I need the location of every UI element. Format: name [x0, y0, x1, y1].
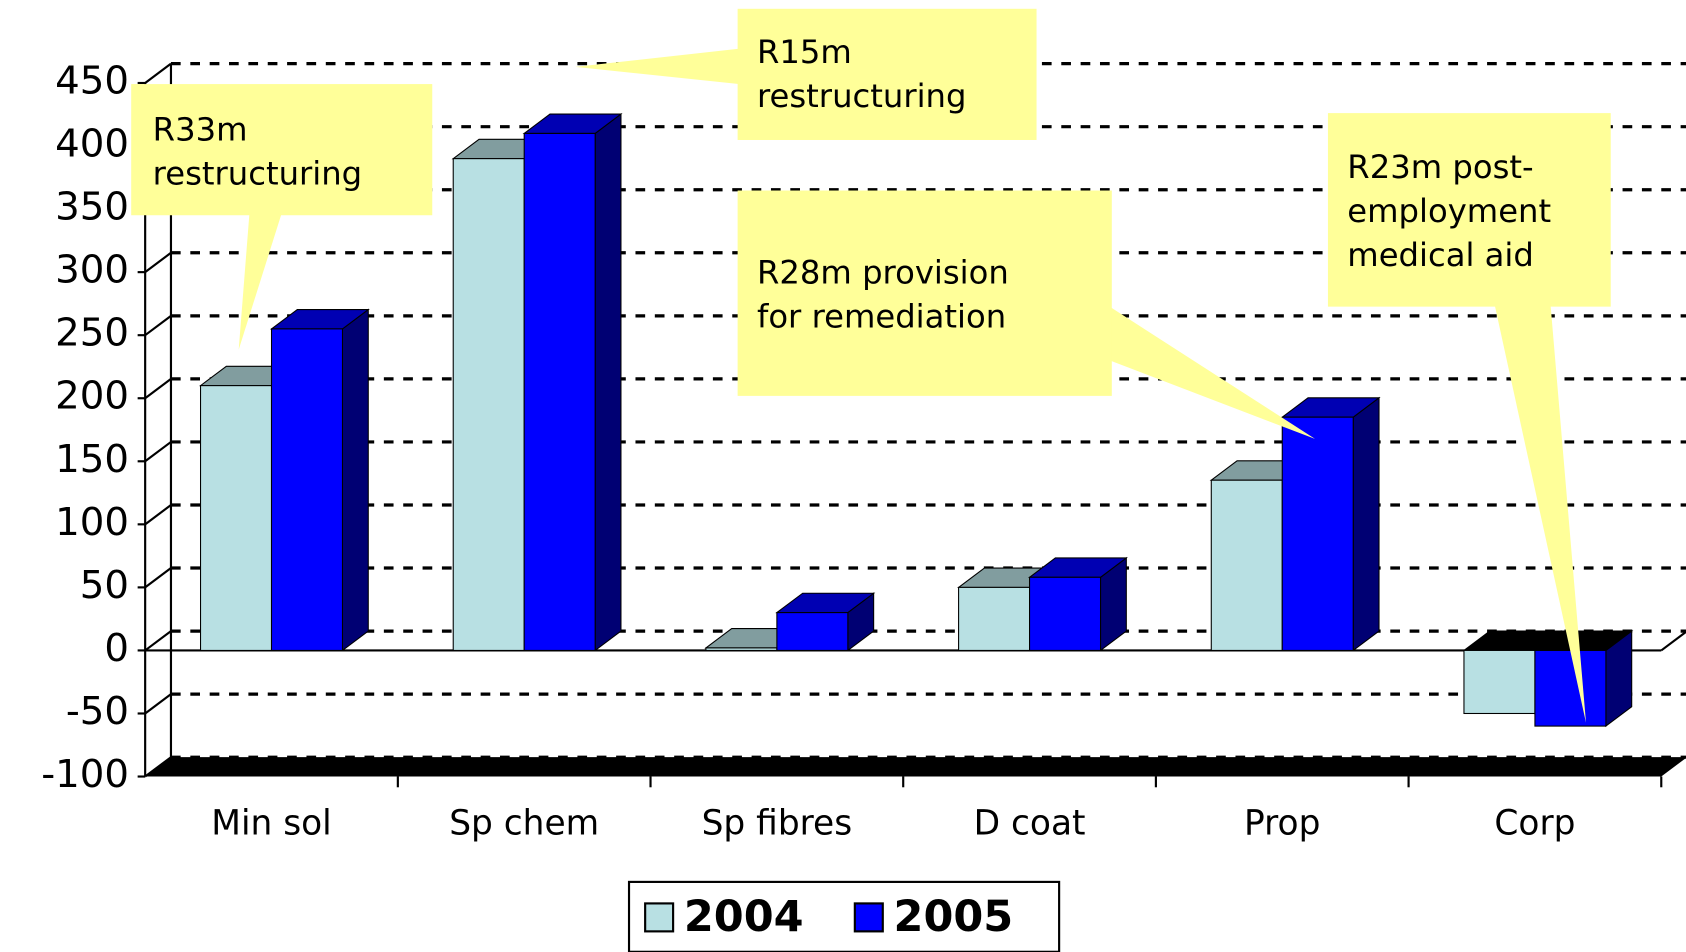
annotation-text: R23m post- [1347, 148, 1533, 186]
y-tick-label: 50 [80, 563, 129, 608]
bar [270, 328, 344, 651]
y-tick-label: 0 [104, 626, 129, 671]
annotation-text: R28m provision [757, 253, 1009, 291]
legend-swatch [853, 902, 884, 933]
x-tick-label: D coat [974, 803, 1086, 843]
grid-line [144, 441, 172, 463]
grid-line [144, 251, 172, 274]
annotation-text: restructuring [757, 77, 966, 115]
annotation-text: employment [1347, 192, 1551, 230]
bar [1281, 416, 1354, 651]
legend-label: 2004 [684, 892, 804, 942]
bar [958, 586, 1031, 651]
y-tick-label: 450 [55, 58, 129, 103]
x-tick-label: Sp chem [449, 803, 599, 843]
callout-pointer [575, 48, 740, 85]
legend: 2004 2005 [627, 880, 1061, 952]
x-tick-label: Corp [1494, 803, 1575, 843]
legend-swatch [644, 902, 675, 933]
annotation-text: R33m [153, 110, 248, 148]
bar [1534, 649, 1607, 727]
y-tick-label: 250 [55, 311, 129, 356]
zero-line [1660, 630, 1686, 652]
callout-box [1327, 113, 1611, 307]
x-tick-label: Sp fibres [702, 803, 853, 843]
bar [199, 385, 273, 651]
bar [452, 158, 525, 651]
plot-area: -100 -50 0 50 100 150 200 250 300 350 400 450 Min so… [41, 58, 1686, 843]
y-tick-label: 100 [55, 500, 129, 545]
annotation-text: medical aid [1347, 236, 1534, 274]
annotation-text: restructuring [153, 154, 362, 192]
y-tick-label: 200 [55, 374, 129, 419]
bar [776, 612, 849, 651]
callout-pointer [1494, 304, 1587, 723]
bar-side [594, 113, 622, 652]
y-tick-label: -50 [66, 689, 129, 734]
y-tick-label: 350 [55, 185, 129, 230]
bar [523, 132, 596, 651]
callout-box [737, 8, 1037, 140]
bar-side [341, 308, 369, 652]
y-tick-label: 400 [55, 122, 129, 167]
annotation-text: R15m [757, 33, 852, 71]
callout-box [131, 84, 433, 216]
annotation-text: for remediation [757, 297, 1006, 335]
y-tick-label: 300 [55, 248, 129, 293]
x-tick-label: Min sol [211, 803, 331, 843]
legend-box [627, 880, 1061, 952]
bar [1210, 479, 1283, 651]
annotations: R33m restructuring R15m restructuring R28m p… [131, 8, 1611, 723]
grid-line [144, 378, 172, 400]
y-tick-label: 150 [55, 437, 129, 482]
bar [1029, 576, 1102, 651]
legend-label: 2005 [894, 892, 1014, 942]
callout-pointer [1109, 306, 1316, 439]
grid-line [144, 314, 172, 337]
callout-box [737, 190, 1112, 396]
bar [705, 647, 778, 651]
bar-side [1352, 396, 1380, 652]
grid-line [144, 630, 172, 652]
floor [145, 757, 1686, 777]
bar [1463, 649, 1536, 715]
grid-line [144, 693, 172, 715]
y-tick-label: -100 [41, 752, 129, 797]
grid-line [144, 62, 172, 84]
grid-line [144, 567, 172, 589]
grid-line [144, 504, 172, 526]
grid-line [144, 756, 172, 778]
x-tick-label: Prop [1244, 803, 1320, 843]
